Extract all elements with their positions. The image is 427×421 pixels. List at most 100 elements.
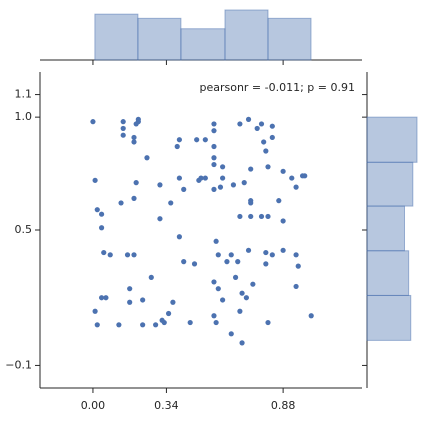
point [269, 123, 275, 129]
point [254, 125, 260, 132]
point [144, 155, 150, 161]
point [198, 175, 204, 181]
point [265, 319, 271, 326]
point [211, 279, 217, 285]
point [220, 297, 226, 303]
point [98, 225, 105, 231]
annotation: pearsonr = -0.011; p = 0.91 [199, 81, 355, 94]
point [248, 166, 254, 172]
point [161, 319, 167, 326]
point [211, 313, 217, 319]
point [191, 261, 198, 267]
histogram-bar [94, 13, 139, 61]
point [124, 252, 131, 258]
point [127, 286, 133, 292]
histogram-bar [224, 9, 269, 61]
point [295, 263, 301, 269]
point [98, 211, 105, 217]
y-tick-label: 1.1 [15, 88, 33, 101]
point [269, 252, 275, 258]
point [211, 121, 217, 127]
histogram-bar [180, 28, 226, 61]
point [220, 175, 226, 181]
histogram-bar [267, 17, 312, 61]
point [120, 125, 126, 132]
point [140, 297, 146, 303]
point [101, 249, 107, 256]
point [133, 121, 139, 127]
y-tick-label: 1.0 [15, 110, 33, 123]
point [258, 121, 265, 127]
point [261, 139, 267, 145]
point [289, 175, 295, 181]
point [293, 283, 299, 290]
point [293, 184, 299, 190]
point [239, 290, 245, 296]
point [276, 198, 282, 204]
histogram-bar [366, 250, 410, 296]
point [230, 182, 237, 188]
point [118, 200, 124, 206]
point [248, 213, 254, 220]
point [153, 322, 159, 328]
point [215, 252, 221, 258]
point [94, 207, 100, 213]
point [157, 182, 163, 188]
point [308, 313, 314, 319]
y-tick-label: 0.5 [15, 223, 33, 236]
point [176, 234, 182, 240]
point [213, 319, 219, 326]
point [280, 247, 286, 253]
point [243, 295, 249, 301]
point [131, 252, 137, 258]
point [168, 200, 174, 206]
point [107, 252, 113, 258]
point [280, 218, 286, 224]
point [263, 148, 269, 154]
point [293, 252, 299, 258]
point [148, 274, 154, 280]
y-tick-label: −0.1 [5, 358, 32, 371]
point [165, 310, 172, 317]
point [103, 295, 109, 301]
point [228, 252, 234, 258]
point [127, 299, 133, 305]
point [237, 213, 243, 220]
point [265, 213, 271, 220]
point [133, 180, 139, 186]
point [211, 155, 217, 161]
point [140, 322, 146, 328]
point [263, 249, 269, 256]
point [92, 177, 98, 183]
point [174, 143, 180, 150]
point [241, 180, 247, 186]
point [131, 195, 137, 201]
point [263, 261, 269, 267]
point [269, 134, 275, 141]
point [224, 259, 230, 265]
point [202, 137, 208, 143]
point [181, 259, 187, 265]
point [245, 247, 252, 253]
point [176, 175, 182, 181]
point [228, 331, 234, 337]
point [176, 137, 182, 143]
point [217, 184, 224, 190]
histogram-bar [366, 205, 405, 252]
point [250, 281, 256, 287]
point [213, 238, 219, 244]
point [211, 128, 217, 134]
x-tick-label: 0.34 [154, 399, 179, 412]
point [265, 164, 271, 170]
x-tick-label: 0.88 [271, 399, 296, 412]
point [211, 161, 217, 168]
point [258, 213, 265, 220]
point [280, 168, 286, 174]
point [237, 308, 243, 314]
point [220, 164, 226, 170]
point [232, 274, 239, 280]
point [90, 119, 96, 125]
point [245, 116, 252, 122]
point [94, 322, 100, 328]
point [187, 319, 193, 326]
